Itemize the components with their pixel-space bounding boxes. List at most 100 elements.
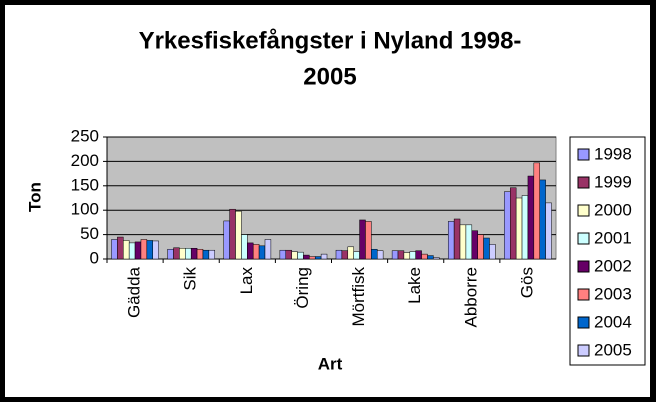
x-axis-title: Art [318,354,343,373]
bar [545,202,552,260]
bar [371,248,378,260]
bar [285,249,292,260]
bar [229,208,236,260]
legend-label: 2002 [594,256,632,275]
bar [365,221,372,260]
bar [447,221,455,260]
bar [397,250,405,260]
bar [208,249,216,260]
legend-swatch [577,288,590,301]
y-tick-label: 150 [71,175,99,194]
bar [341,250,349,260]
bar [427,255,434,260]
y-axis-title: Ton [25,182,44,212]
legend-swatch [577,232,590,245]
legend-swatch [577,316,590,329]
chart-title: Yrkesfiskefångster i Nyland 1998- [139,27,522,54]
bar [376,250,384,260]
bar [185,248,192,260]
bar [510,187,517,260]
bar [173,247,180,260]
bar [190,248,198,260]
x-tick-label: Öring [293,267,312,309]
bar [111,239,118,260]
bar [247,242,254,260]
bar [252,244,260,260]
bar [453,218,461,260]
bar [527,175,535,260]
bar [409,251,416,260]
bar [291,251,298,260]
legend-label: 2000 [594,200,632,219]
bar [359,219,366,260]
bar [241,234,248,260]
x-tick-label: Sik [181,267,200,291]
legend-label: 2003 [594,284,632,303]
legend-swatch [577,204,590,217]
bar [202,249,210,260]
bar [489,244,496,260]
bar [521,195,529,260]
bar [415,250,422,260]
bar [297,251,304,260]
y-tick-label: 200 [71,151,99,170]
bar [347,246,354,260]
y-tick-label: 0 [90,248,99,267]
bar [179,248,186,260]
bar [196,248,204,260]
bar [235,210,242,260]
bar [504,191,511,260]
legend-swatch [577,260,590,273]
bar [303,254,310,260]
bar [515,197,523,260]
x-tick-label: Lake [405,267,424,304]
x-tick-label: Mörtfisk [349,267,368,327]
legend-swatch [577,148,590,161]
legend-label: 2004 [594,312,632,331]
legend-label: 2001 [594,228,632,247]
bar [140,239,148,260]
bar [146,240,153,260]
bar [403,252,411,260]
bar [539,179,546,260]
bar [353,251,360,260]
bar [391,250,399,260]
bar [459,224,467,260]
bar [167,248,174,260]
x-tick-label: Abborre [461,267,480,327]
x-tick-label: Gös [517,267,536,298]
legend-swatch [577,176,590,189]
bar [279,249,287,260]
bar [465,224,473,260]
bar [471,230,478,260]
bar [309,256,316,260]
y-tick-label: 50 [80,224,99,243]
legend-label: 1999 [594,172,632,191]
bar [152,240,159,260]
bar [314,256,322,260]
bar [117,236,124,260]
bar [433,257,440,260]
chart-title: 2005 [303,63,356,90]
y-tick-label: 100 [71,200,99,219]
bar [477,234,484,260]
bar [123,240,130,260]
bar [483,237,490,260]
bar [258,245,266,260]
bar [335,249,343,260]
bar [421,253,428,260]
bar [320,253,328,260]
x-tick-label: Lax [237,267,256,295]
y-tick-label: 250 [71,126,99,145]
legend-label: 1998 [594,144,632,163]
legend-swatch [577,344,590,357]
bar [128,242,136,260]
bar [223,220,230,260]
bar [134,241,142,260]
legend-label: 2005 [594,340,632,359]
x-tick-label: Gädda [125,266,144,318]
bar [533,162,540,260]
bar [264,239,272,260]
